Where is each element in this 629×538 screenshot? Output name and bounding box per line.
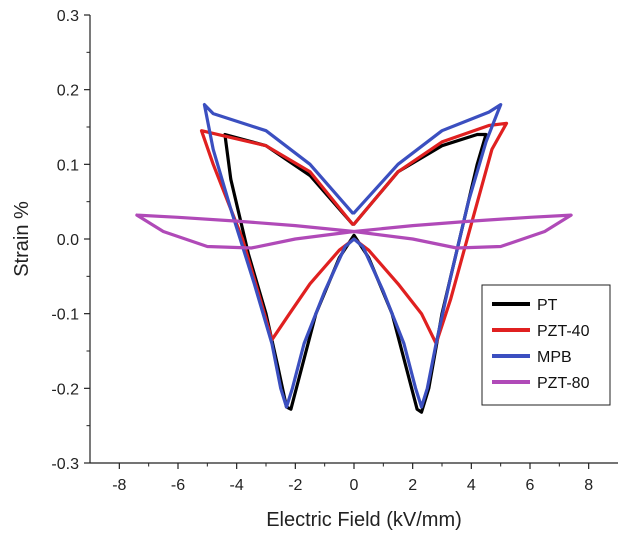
x-tick-label: 8 — [584, 477, 593, 494]
y-axis-title: Strain % — [11, 201, 33, 277]
series-line-pzt-80 — [135, 213, 573, 250]
x-tick-label: -2 — [288, 477, 302, 494]
legend-label: PZT-80 — [537, 375, 590, 392]
x-tick-label: -4 — [230, 477, 244, 494]
x-tick-label: 6 — [526, 477, 535, 494]
series-layer — [135, 103, 573, 414]
axes-layer: -8 -6 -4 -2 0 2 4 6 8 -0.3 -0.2 -0.1 0.0 0.1 0.2 0.3 — [51, 8, 618, 494]
y-tick-label: 0.1 — [57, 157, 79, 174]
y-tick-label: -0.3 — [51, 456, 79, 473]
legend-label: PT — [537, 297, 558, 314]
x-tick-label: -6 — [171, 477, 185, 494]
legend-label: MPB — [537, 349, 572, 366]
x-tick-label: -8 — [112, 477, 126, 494]
x-tick-label: 0 — [350, 477, 359, 494]
series-line-mpb — [202, 103, 503, 409]
y-tick-label: 0.3 — [57, 8, 79, 25]
x-tick-label: 2 — [408, 477, 417, 494]
legend: PT PZT-40 MPB PZT-80 — [481, 284, 611, 406]
y-tick-label: -0.1 — [51, 307, 79, 324]
x-axis-title: Electric Field (kV/mm) — [266, 509, 462, 531]
y-tick-label: 0.2 — [57, 83, 79, 100]
y-tick-label: 0.0 — [57, 232, 79, 249]
y-tick-label: -0.2 — [51, 381, 79, 398]
x-tick-label: 4 — [467, 477, 476, 494]
legend-label: PZT-40 — [537, 323, 590, 340]
